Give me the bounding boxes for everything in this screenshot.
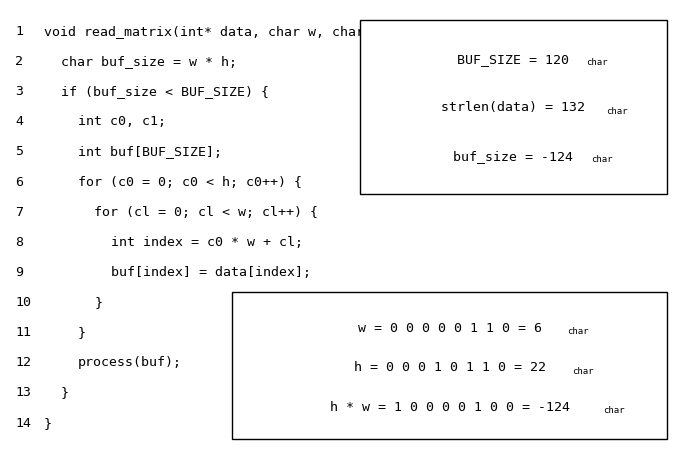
Text: buf[index] = data[index];: buf[index] = data[index]; <box>111 266 311 279</box>
FancyBboxPatch shape <box>232 292 666 439</box>
Text: if (buf_size < BUF_SIZE) {: if (buf_size < BUF_SIZE) { <box>60 85 269 98</box>
Text: 4: 4 <box>15 115 23 128</box>
Text: char: char <box>591 155 612 164</box>
Text: for (c0 = 0; c0 < h; c0++) {: for (c0 = 0; c0 < h; c0++) { <box>78 175 302 189</box>
Text: buf_size = -124: buf_size = -124 <box>453 150 574 163</box>
Text: process(buf);: process(buf); <box>78 356 181 369</box>
Text: strlen(data) = 132: strlen(data) = 132 <box>442 101 585 114</box>
Text: char: char <box>585 58 607 67</box>
Text: 7: 7 <box>15 206 23 218</box>
Text: h * w = 1 0 0 0 0 1 0 0 = -124: h * w = 1 0 0 0 0 1 0 0 = -124 <box>330 401 570 414</box>
Text: 1: 1 <box>15 25 23 38</box>
Text: int buf[BUF_SIZE];: int buf[BUF_SIZE]; <box>78 146 222 158</box>
Text: 6: 6 <box>15 175 23 189</box>
Text: void read_matrix(int* data, char w, char h) {: void read_matrix(int* data, char w, char… <box>44 25 404 38</box>
Text: }: } <box>78 326 86 339</box>
Text: 8: 8 <box>15 236 23 249</box>
Text: int c0, c1;: int c0, c1; <box>78 115 166 128</box>
Text: 2: 2 <box>15 55 23 68</box>
Text: 13: 13 <box>15 386 31 399</box>
Text: 9: 9 <box>15 266 23 279</box>
FancyBboxPatch shape <box>361 20 666 194</box>
Text: for (cl = 0; cl < w; cl++) {: for (cl = 0; cl < w; cl++) { <box>94 206 318 218</box>
Text: 3: 3 <box>15 85 23 98</box>
Text: }: } <box>94 296 102 309</box>
Text: w = 0 0 0 0 0 1 1 0 = 6: w = 0 0 0 0 0 1 1 0 = 6 <box>357 322 541 335</box>
Text: 10: 10 <box>15 296 31 309</box>
Text: 14: 14 <box>15 417 31 430</box>
Text: 5: 5 <box>15 146 23 158</box>
Text: char buf_size = w * h;: char buf_size = w * h; <box>60 55 237 68</box>
Text: char: char <box>602 406 624 415</box>
Text: char: char <box>572 367 594 376</box>
Text: char: char <box>567 327 589 336</box>
Text: 11: 11 <box>15 326 31 339</box>
Text: 12: 12 <box>15 356 31 369</box>
Text: int index = c0 * w + cl;: int index = c0 * w + cl; <box>111 236 303 249</box>
Text: }: } <box>44 417 52 430</box>
Text: }: } <box>60 386 69 399</box>
Text: h = 0 0 0 1 0 1 1 0 = 22: h = 0 0 0 1 0 1 1 0 = 22 <box>354 361 545 374</box>
Text: char: char <box>606 106 627 116</box>
Text: BUF_SIZE = 120: BUF_SIZE = 120 <box>458 53 570 66</box>
